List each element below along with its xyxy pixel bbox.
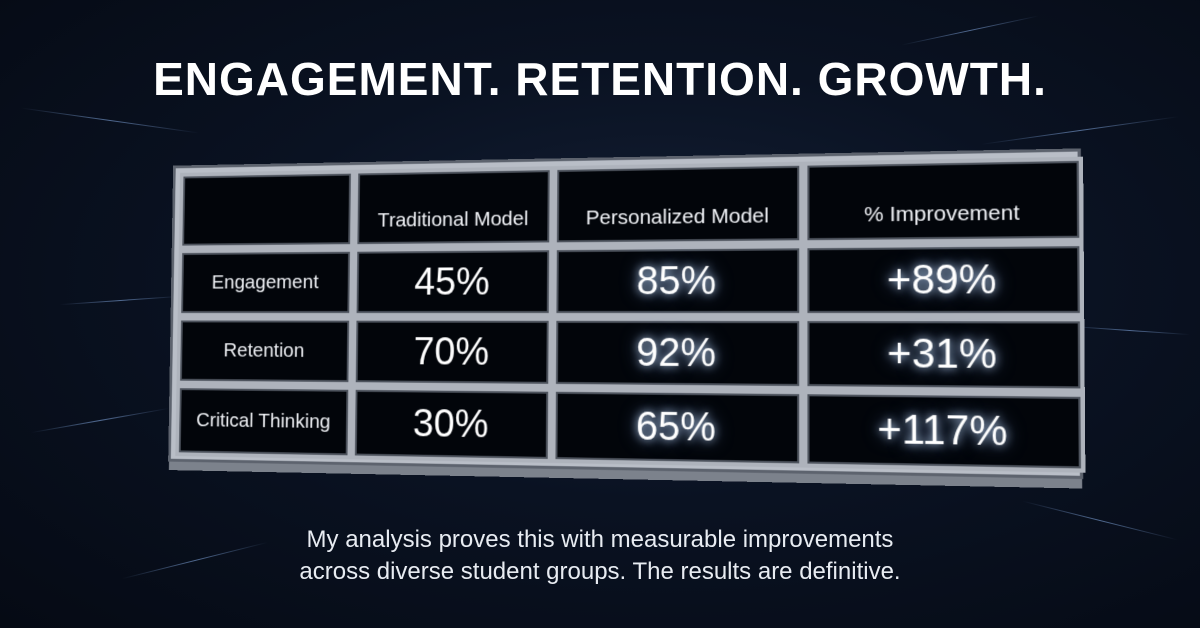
personalized-value: 85%	[552, 244, 804, 318]
caption-line-1: My analysis proves this with measurable …	[306, 526, 894, 553]
row-label: Engagement	[177, 247, 354, 317]
personalized-value: 65%	[551, 387, 804, 468]
caption-line-2: across diverse student groups. The resul…	[299, 558, 901, 585]
row-label: Retention	[176, 316, 353, 386]
header-personalized: Personalized Model	[553, 161, 804, 247]
personalized-value: 92%	[552, 316, 804, 391]
traditional-value: 45%	[352, 246, 554, 317]
traditional-value: 70%	[352, 316, 553, 388]
caption: My analysis proves this with measurable …	[0, 524, 1200, 588]
header-empty	[178, 169, 355, 250]
improvement-value: +89%	[803, 241, 1085, 318]
header-improvement: % Improvement	[803, 156, 1084, 245]
header-traditional: Traditional Model	[353, 166, 554, 248]
improvement-value: +117%	[803, 390, 1086, 473]
improvement-value: +31%	[803, 317, 1085, 393]
traditional-value: 30%	[351, 385, 553, 463]
page-title: ENGAGEMENT. RETENTION. GROWTH.	[153, 53, 1047, 105]
row-label: Critical Thinking	[175, 384, 353, 460]
comparison-table: Traditional Model Personalized Model % I…	[138, 151, 1086, 476]
